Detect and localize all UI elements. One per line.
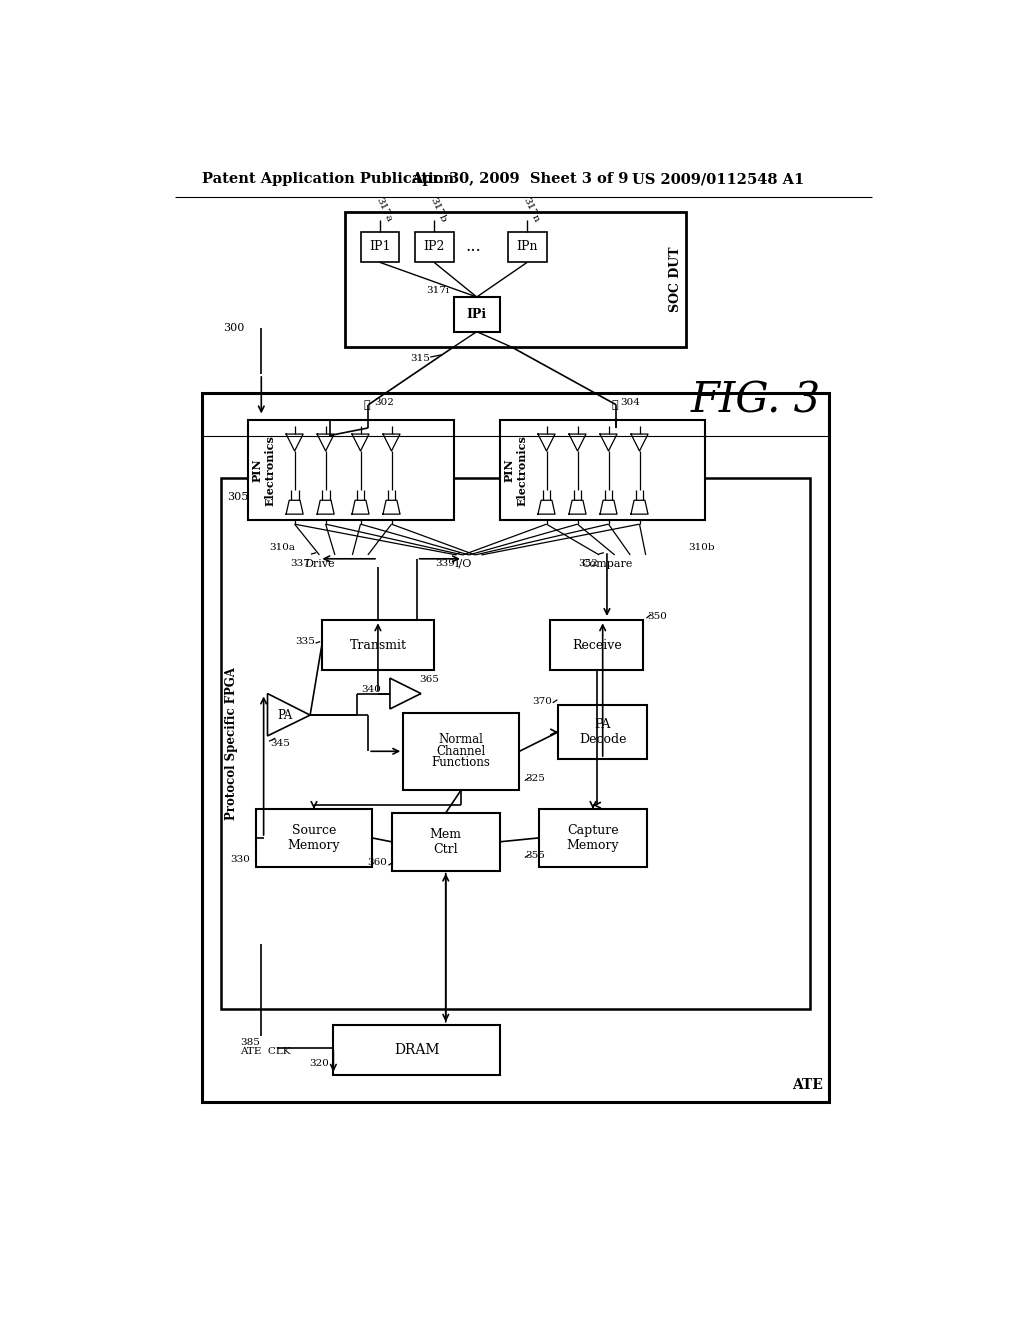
Polygon shape — [390, 678, 421, 709]
Bar — [391, 813, 500, 871]
Text: Ctrl: Ctrl — [433, 843, 458, 855]
Text: IPi: IPi — [467, 308, 486, 321]
Text: 320: 320 — [309, 1059, 330, 1068]
Text: PIN
Electronics: PIN Electronics — [504, 434, 527, 506]
Text: ✕: ✕ — [364, 400, 370, 409]
Text: 317a: 317a — [374, 197, 393, 223]
Bar — [403, 713, 519, 789]
Text: IP2: IP2 — [424, 240, 444, 253]
Text: ATE  CLK: ATE CLK — [241, 1047, 291, 1056]
Text: 337: 337 — [290, 558, 310, 568]
Bar — [221, 478, 810, 1010]
Polygon shape — [267, 693, 310, 737]
Text: 325: 325 — [525, 774, 546, 783]
Text: 385: 385 — [241, 1038, 260, 1047]
Text: 355: 355 — [525, 851, 546, 859]
Text: 317n: 317n — [521, 197, 541, 224]
Text: ATE: ATE — [793, 1078, 823, 1093]
Text: Memory: Memory — [566, 840, 620, 853]
Text: 370: 370 — [532, 697, 552, 706]
Text: 300: 300 — [223, 323, 245, 333]
Text: 317b: 317b — [428, 197, 447, 224]
Text: Receive: Receive — [572, 639, 622, 652]
Text: Source: Source — [292, 824, 336, 837]
Text: Capture: Capture — [567, 824, 618, 837]
Bar — [322, 620, 434, 671]
Bar — [415, 231, 454, 263]
Text: 339: 339 — [435, 558, 455, 568]
Text: PA: PA — [276, 709, 292, 722]
Text: 360: 360 — [368, 858, 388, 867]
Bar — [550, 620, 643, 671]
Text: Functions: Functions — [432, 756, 490, 770]
Bar — [248, 420, 454, 520]
Text: 302: 302 — [375, 399, 394, 407]
Text: 330: 330 — [229, 854, 250, 863]
Text: ✕: ✕ — [611, 400, 618, 409]
Text: 315: 315 — [411, 354, 430, 363]
Bar — [334, 1024, 500, 1074]
Text: 310b: 310b — [688, 543, 715, 552]
Bar — [345, 213, 686, 347]
Text: 352: 352 — [579, 558, 598, 568]
Text: Normal: Normal — [439, 733, 483, 746]
Bar — [256, 809, 372, 867]
Text: US 2009/0112548 A1: US 2009/0112548 A1 — [632, 172, 804, 186]
Text: Mem: Mem — [430, 828, 462, 841]
Text: 310a: 310a — [269, 543, 295, 552]
Bar — [202, 393, 829, 1102]
Text: Channel: Channel — [436, 744, 485, 758]
Text: Compare: Compare — [582, 558, 633, 569]
Text: PIN
Electronics: PIN Electronics — [252, 434, 275, 506]
Text: Drive: Drive — [304, 558, 335, 569]
Text: IP1: IP1 — [369, 240, 390, 253]
Text: SOC DUT: SOC DUT — [669, 247, 682, 313]
Bar — [508, 231, 547, 263]
Text: Decode: Decode — [579, 733, 627, 746]
Text: Protocol Specific FPGA: Protocol Specific FPGA — [224, 667, 238, 820]
Bar — [500, 420, 706, 520]
Text: Patent Application Publication: Patent Application Publication — [202, 172, 454, 186]
Bar — [360, 231, 399, 263]
Text: I/O: I/O — [454, 558, 471, 569]
Text: DRAM: DRAM — [394, 1043, 439, 1057]
Text: 365: 365 — [420, 676, 439, 684]
Text: ...: ... — [465, 239, 480, 256]
Bar — [539, 809, 647, 867]
Text: 350: 350 — [647, 612, 667, 620]
Text: 335: 335 — [296, 638, 315, 645]
Text: PA: PA — [595, 718, 611, 731]
Text: 340: 340 — [360, 685, 381, 694]
Text: 304: 304 — [621, 399, 640, 407]
Bar — [558, 705, 647, 759]
Text: 317i: 317i — [427, 286, 450, 296]
Text: FIG. 3: FIG. 3 — [690, 380, 821, 422]
Text: 305: 305 — [227, 492, 249, 502]
Text: 345: 345 — [270, 739, 290, 748]
Text: IPn: IPn — [516, 240, 538, 253]
Text: Transmit: Transmit — [349, 639, 407, 652]
Text: Memory: Memory — [288, 840, 340, 853]
Text: Apr. 30, 2009  Sheet 3 of 9: Apr. 30, 2009 Sheet 3 of 9 — [411, 172, 629, 186]
Bar — [454, 297, 500, 331]
